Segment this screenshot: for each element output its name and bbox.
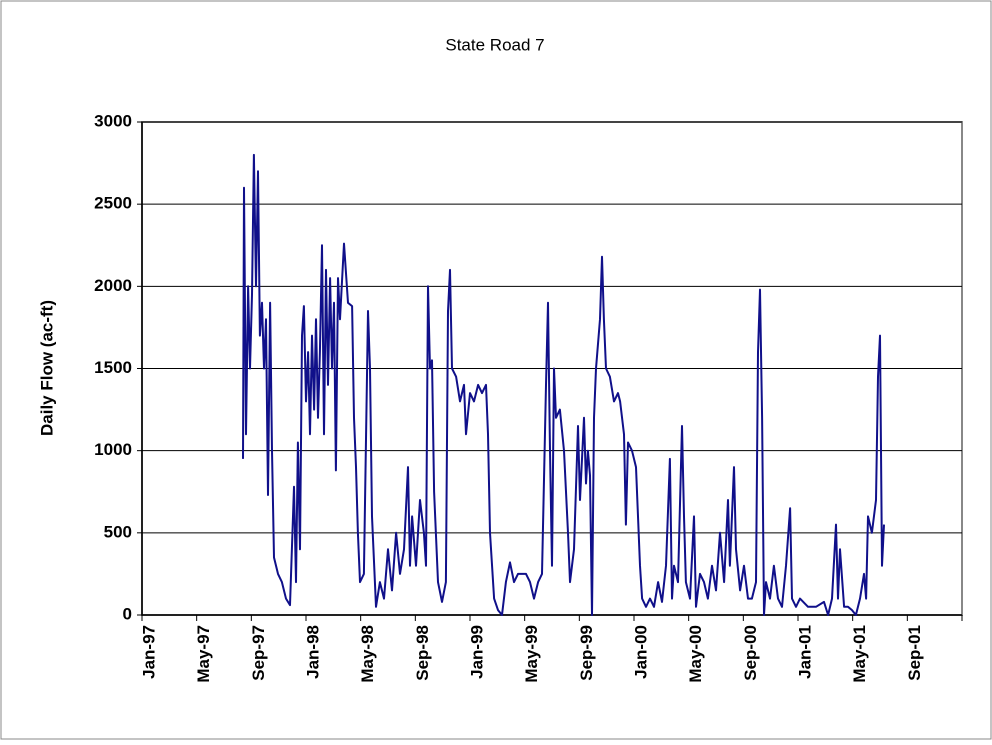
y-tick-label: 1500 — [94, 358, 132, 377]
x-tick-label: May-99 — [522, 625, 541, 683]
x-tick-label: May-01 — [850, 625, 869, 683]
y-tick-label: 3000 — [94, 111, 132, 130]
x-tick-label: Sep-98 — [413, 625, 432, 681]
y-tick-label: 1000 — [94, 440, 132, 459]
x-tick-label: Sep-01 — [905, 625, 924, 681]
y-tick-label: 2000 — [94, 276, 132, 295]
y-tick-label: 0 — [123, 604, 132, 623]
x-tick-label: May-00 — [686, 625, 705, 683]
x-tick-label: Jan-00 — [631, 625, 650, 679]
y-tick-label: 2500 — [94, 194, 132, 213]
y-tick-label: 500 — [104, 522, 132, 541]
x-tick-label: Sep-99 — [577, 625, 596, 681]
x-tick-label: Sep-00 — [741, 625, 760, 681]
chart-title: State Road 7 — [445, 35, 544, 54]
x-tick-label: Jan-99 — [467, 625, 486, 679]
x-tick-label: Sep-97 — [249, 625, 268, 681]
x-tick-label: May-97 — [194, 625, 213, 683]
x-tick-label: Jan-01 — [795, 625, 814, 679]
x-tick-label: Jan-98 — [303, 625, 322, 679]
x-tick-label: Jan-97 — [139, 625, 158, 679]
x-tick-label: May-98 — [358, 625, 377, 683]
y-axis-label: Daily Flow (ac-ft) — [37, 300, 56, 436]
flow-line — [242, 153, 885, 616]
